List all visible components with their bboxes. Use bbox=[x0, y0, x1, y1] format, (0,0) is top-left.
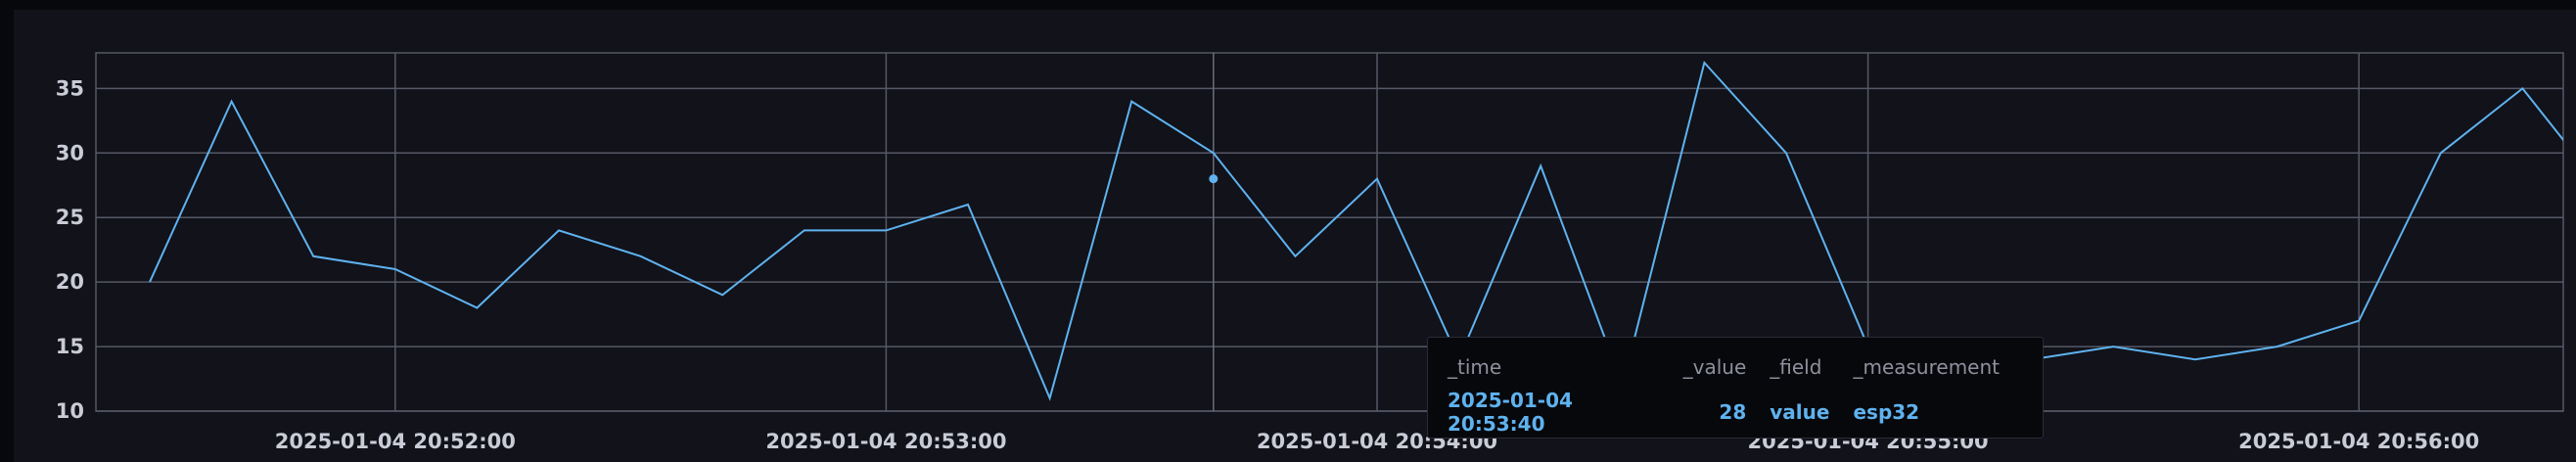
tooltip-field: value bbox=[1770, 400, 1830, 424]
x-tick-label: 2025-01-04 20:56:00 bbox=[2238, 430, 2479, 453]
tooltip-measurement: esp32 bbox=[1853, 400, 1920, 424]
series-line[interactable] bbox=[149, 60, 2576, 401]
chart-panel: 10 15 20 25 30 35 2025-01-04 20:52:00 2025-01-… bbox=[14, 10, 2576, 462]
y-tick-label: 20 bbox=[56, 270, 84, 294]
y-tick-label: 25 bbox=[56, 206, 84, 229]
y-tick-label: 10 bbox=[56, 399, 84, 423]
tooltip-table: _time _value _field _measurement 2025-01… bbox=[1448, 355, 2023, 436]
tooltip-header-time: _time bbox=[1448, 355, 1502, 379]
tooltip-header-value: _value bbox=[1682, 355, 1747, 379]
hover-point[interactable] bbox=[1209, 174, 1219, 184]
hover-tooltip: _time _value _field _measurement 2025-01… bbox=[1427, 337, 2044, 439]
tooltip-header-field: _field bbox=[1770, 355, 1822, 379]
y-tick-label: 30 bbox=[56, 141, 84, 164]
x-tick-label: 2025-01-04 20:53:00 bbox=[765, 430, 1006, 453]
plot-frame bbox=[95, 52, 2564, 412]
line-chart[interactable]: 10 15 20 25 30 35 2025-01-04 20:52:00 2025-01-… bbox=[14, 10, 2576, 462]
y-tick-label: 15 bbox=[56, 335, 84, 358]
tooltip-value: 28 bbox=[1719, 400, 1747, 424]
x-tick-label: 2025-01-04 20:52:00 bbox=[275, 430, 516, 453]
y-tick-label: 35 bbox=[56, 76, 84, 100]
tooltip-time: 2025-01-04 20:53:40 bbox=[1448, 389, 1573, 436]
tooltip-header-measurement: _measurement bbox=[1853, 355, 2000, 379]
